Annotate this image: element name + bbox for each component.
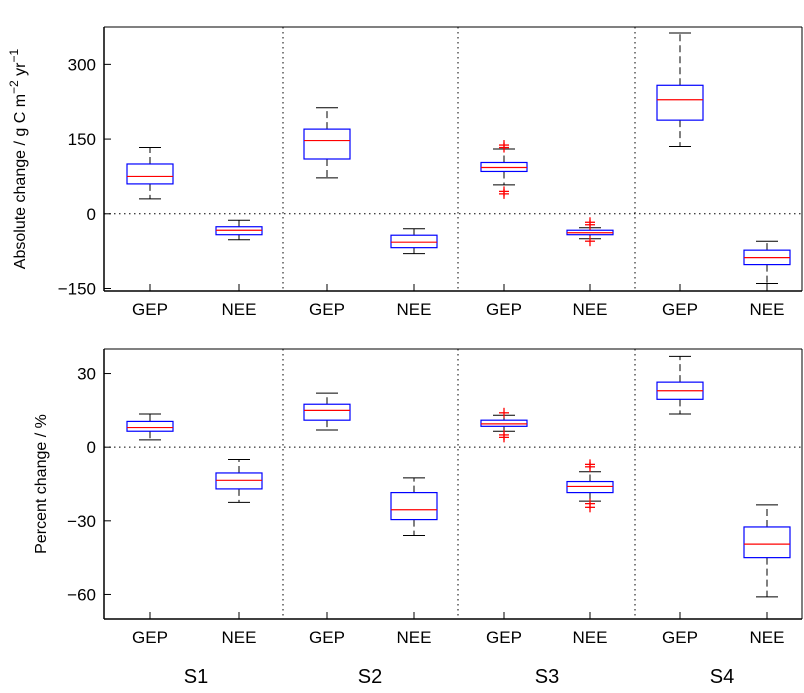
y-axis-label: Absolute change / g C m−2 yr−1 [7,48,29,269]
x-tick-label: GEP [662,628,698,647]
box-s3-nee: NEE [566,459,614,647]
box-rect [743,526,791,559]
outlier-marker [499,407,509,418]
y-axis-label: Percent change / % [33,414,50,554]
box-s4-nee: NEE [743,504,791,647]
x-tick-label: GEP [132,628,168,647]
box-s1-gep: GEP [126,413,174,647]
box-s1-nee: NEE [215,219,263,319]
x-tick-label: NEE [397,628,432,647]
x-tick-label: NEE [222,300,257,319]
group-label-s1: S1 [184,666,208,688]
y-tick-label: 0 [87,205,96,224]
box-s1-gep: GEP [126,147,174,319]
y-tick-label: 30 [77,365,96,384]
percent-change-panel: 30 0 −30 −60 Percent change / % GEP NEE GEP NEE G… [33,348,803,647]
box-s2-gep: GEP [303,107,351,319]
x-tick-label: GEP [309,300,345,319]
y-tick-label: −150 [58,280,96,299]
x-tick-label: NEE [573,300,608,319]
y-tick-label: 300 [68,55,96,74]
group-label-s2: S2 [358,666,382,688]
x-tick-label: GEP [486,628,522,647]
box-rect [566,480,614,494]
outlier-marker [585,461,595,472]
x-tick-label: NEE [397,300,432,319]
x-tick-label: GEP [662,300,698,319]
box-s4-nee: NEE [743,240,791,319]
box-rect [480,419,528,427]
box-rect [390,491,438,521]
x-tick-label: GEP [309,628,345,647]
box-s4-gep: GEP [656,355,704,647]
group-labels: S1 S2 S3 S4 [184,666,734,688]
group-label-s4: S4 [710,666,734,688]
box-s2-nee: NEE [390,477,438,647]
x-tick-label: NEE [222,628,257,647]
box-rect [126,163,174,185]
box-rect [303,403,351,421]
outlier-marker [499,432,509,443]
group-label-s3: S3 [535,666,559,688]
y-tick-label: 150 [68,130,96,149]
x-tick-label: NEE [750,300,785,319]
y-tick-label: −60 [67,585,96,604]
box-rect [126,420,174,432]
box-rect [215,472,263,490]
x-tick-label: GEP [486,300,522,319]
y-tick-label: −30 [67,512,96,531]
x-tick-label: NEE [573,628,608,647]
box-s3-gep: GEP [480,140,528,319]
outlier-marker [585,219,595,230]
outlier-marker [585,502,595,513]
box-s3-nee: NEE [566,217,614,319]
outlier-marker [499,188,509,199]
box-rect [303,128,351,160]
absolute-change-panel: 300 150 0 −150 Absolute change / g C m−2 yr−… [7,26,803,319]
x-tick-label: GEP [132,300,168,319]
box-s3-gep: GEP [480,407,528,647]
y-tick-label: 0 [87,438,96,457]
box-s4-gep: GEP [656,32,704,319]
x-tick-label: NEE [750,628,785,647]
outlier-marker [585,236,595,247]
outlier-marker [499,142,509,153]
box-rect [656,84,704,121]
box-s2-nee: NEE [390,228,438,319]
box-s1-nee: NEE [215,458,263,647]
box-s2-gep: GEP [303,392,351,647]
box-rect [390,234,438,249]
